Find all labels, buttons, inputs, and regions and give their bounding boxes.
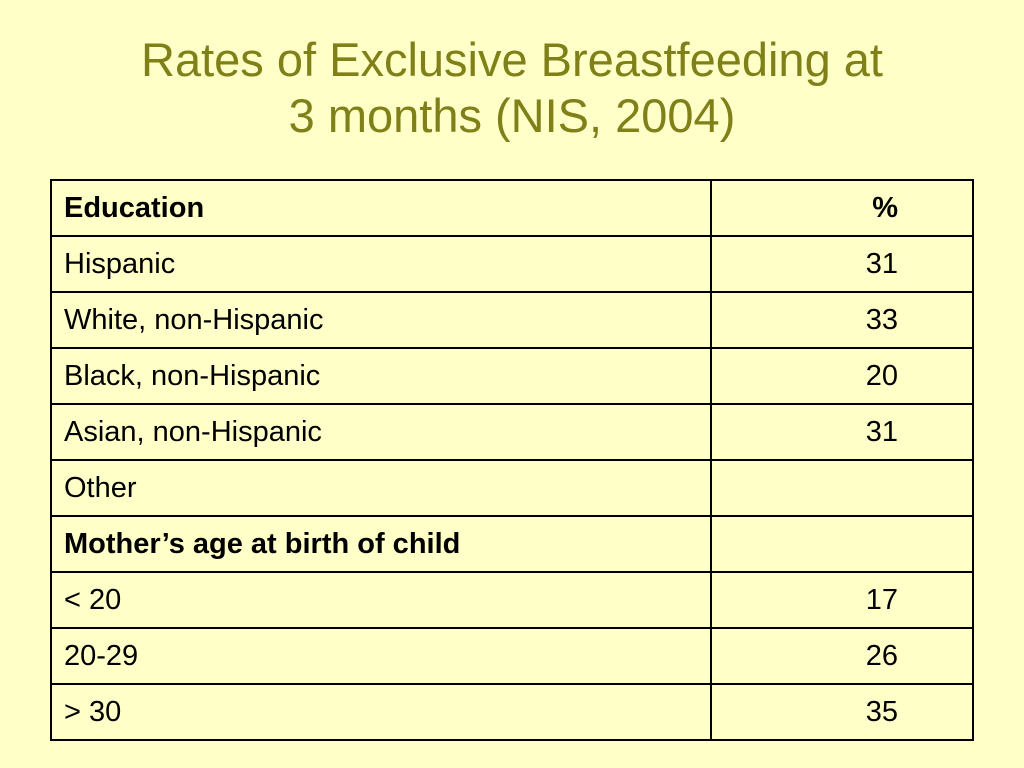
slide-title-line-1: Rates of Exclusive Breastfeeding at [141,33,883,86]
table-row: Asian, non-Hispanic 31 [50,403,974,461]
row-value-cell: 33 [710,291,974,349]
row-label-cell: White, non-Hispanic [50,291,712,349]
row-label-cell: Asian, non-Hispanic [50,403,712,461]
row-value-cell: 31 [710,403,974,461]
row-label-cell: Hispanic [50,235,712,293]
table-row: Other [50,459,974,517]
header-percent-cell: % [710,179,974,237]
row-value-cell: 17 [710,571,974,629]
section-label-cell: Mother’s age at birth of child [50,515,712,573]
slide-title: Rates of Exclusive Breastfeeding at 3 mo… [0,32,1024,144]
table-row: White, non-Hispanic 33 [50,291,974,349]
row-value-cell: 35 [710,683,974,741]
row-value-cell: 20 [710,347,974,405]
slide-title-line-2: 3 months (NIS, 2004) [288,89,736,142]
section-value-cell [710,515,974,573]
table-row: 20-29 26 [50,627,974,685]
table-section-row: Mother’s age at birth of child [50,515,974,573]
row-label-cell: < 20 [50,571,712,629]
table-row: < 20 17 [50,571,974,629]
table-header-row: Education % [50,179,974,237]
row-value-cell [710,459,974,517]
row-value-cell: 31 [710,235,974,293]
row-label-cell: > 30 [50,683,712,741]
table-row: Black, non-Hispanic 20 [50,347,974,405]
table-row: > 30 35 [50,683,974,741]
row-value-cell: 26 [710,627,974,685]
table-row: Hispanic 31 [50,235,974,293]
row-label-cell: Black, non-Hispanic [50,347,712,405]
row-label-cell: 20-29 [50,627,712,685]
row-label-cell: Other [50,459,712,517]
header-label-cell: Education [50,179,712,237]
breastfeeding-rates-table: Education % Hispanic 31 White, non-Hispa… [50,179,974,741]
